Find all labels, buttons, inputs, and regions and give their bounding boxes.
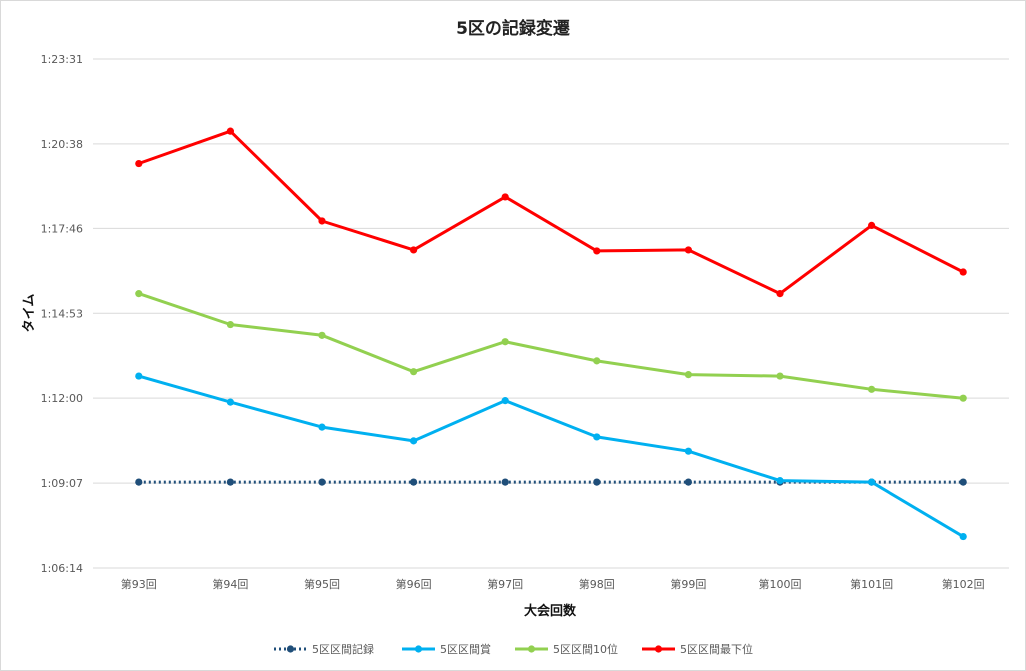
data-point (410, 246, 418, 254)
data-point (684, 246, 693, 254)
data-point (135, 290, 143, 298)
data-point (776, 477, 784, 485)
data-point (318, 331, 326, 339)
x-tick-label: 第96回 (396, 577, 432, 591)
legend-label: 5区区間最下位 (680, 642, 753, 656)
series-4 (135, 127, 967, 298)
data-point (226, 127, 234, 135)
y-tick-label: 1:20:38 (41, 138, 83, 151)
series-line (138, 292, 964, 400)
x-tick-label: 第99回 (670, 577, 706, 591)
data-point (868, 221, 876, 229)
y-tick-label: 1:12:00 (41, 392, 83, 405)
data-point (868, 385, 876, 393)
data-point (318, 217, 326, 225)
legend-item: 5区区間最下位 (642, 642, 753, 656)
data-point (318, 478, 326, 486)
y-axis-ticks: 1:06:14 1:09:07 1:12:00 1:14:53 1:17:46 1:20:… (41, 53, 83, 575)
series-line (138, 129, 964, 296)
series-3 (135, 290, 967, 402)
data-point (684, 478, 693, 486)
legend-label: 5区区間10位 (553, 642, 618, 656)
y-axis-title: タイム (22, 294, 37, 333)
x-tick-label: 第98回 (579, 577, 615, 591)
data-point (593, 433, 601, 441)
data-point (593, 357, 601, 365)
series-lines (135, 127, 967, 541)
legend: 5区区間記録 5区区間賞 5区区間10位 5区区間最下位 (274, 642, 753, 656)
data-point (776, 290, 784, 298)
data-point (501, 338, 509, 346)
legend-swatch-marker (654, 645, 663, 653)
legend-swatch-marker (414, 645, 423, 653)
data-point (868, 478, 876, 486)
chart-title: 5区の記録変遷 (456, 18, 570, 39)
data-point (593, 478, 601, 486)
data-point (135, 372, 143, 380)
legend-item: 5区区間記録 (274, 642, 374, 656)
x-axis-title: 大会回数 (524, 603, 577, 619)
series-line (138, 374, 964, 538)
data-point (226, 320, 234, 329)
data-point (684, 447, 693, 455)
data-point (410, 478, 418, 486)
data-point (959, 268, 967, 276)
x-tick-label: 第95回 (304, 577, 340, 591)
data-point (593, 247, 601, 255)
data-point (410, 368, 418, 376)
legend-label: 5区区間記録 (312, 642, 374, 656)
data-point (959, 394, 967, 402)
data-point (501, 478, 509, 486)
gridlines (93, 58, 1009, 569)
y-tick-label: 1:23:31 (41, 53, 83, 66)
y-tick-label: 1:17:46 (41, 222, 83, 235)
data-point (318, 423, 326, 431)
data-point (959, 532, 967, 541)
data-point (501, 193, 509, 201)
data-point (684, 371, 693, 379)
data-point (226, 398, 234, 406)
y-tick-label: 1:14:53 (41, 307, 83, 320)
legend-item: 5区区間10位 (515, 642, 618, 656)
series-2 (135, 372, 967, 541)
x-tick-label: 第93回 (121, 577, 157, 591)
data-point (135, 159, 143, 168)
legend-label: 5区区間賞 (440, 643, 491, 656)
x-tick-label: 第94回 (212, 577, 248, 591)
data-point (135, 478, 143, 486)
legend-swatch-marker (527, 645, 536, 653)
x-tick-label: 第100回 (759, 577, 802, 591)
x-tick-label: 第97回 (487, 577, 523, 591)
y-tick-label: 1:06:14 (41, 562, 83, 575)
data-point (501, 397, 509, 405)
y-tick-label: 1:09:07 (41, 477, 83, 490)
x-axis-ticks: 第93回 第94回 第95回 第96回 第97回 第98回 第99回 第100回 第101回 第1… (121, 577, 985, 591)
data-point (776, 372, 784, 380)
legend-item: 5区区間賞 (402, 643, 491, 656)
legend-swatch-marker (286, 645, 295, 653)
data-point (959, 478, 967, 486)
x-tick-label: 第102回 (942, 577, 985, 591)
data-point (410, 437, 418, 445)
data-point (226, 478, 234, 486)
x-tick-label: 第101回 (850, 577, 893, 591)
